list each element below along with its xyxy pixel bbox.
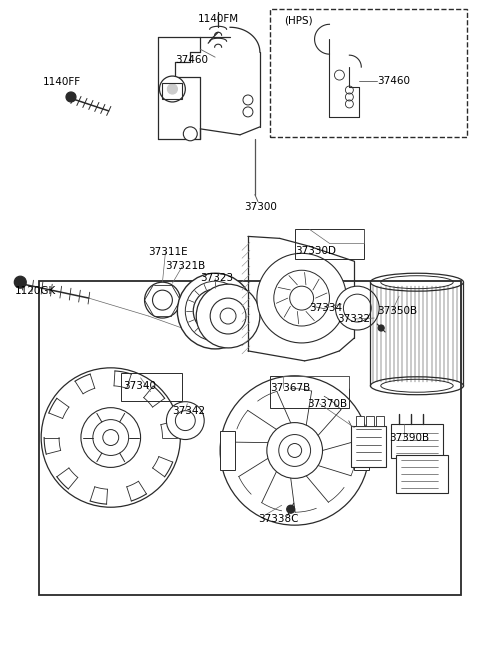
Circle shape [207, 303, 223, 319]
Circle shape [336, 286, 379, 330]
Circle shape [343, 294, 371, 322]
Text: 37321B: 37321B [166, 261, 206, 272]
Circle shape [288, 443, 301, 457]
Circle shape [193, 289, 237, 333]
Circle shape [175, 411, 195, 430]
Circle shape [290, 286, 313, 310]
Ellipse shape [381, 276, 453, 289]
Circle shape [279, 434, 311, 466]
Bar [295, 230, 364, 259]
Text: 37370B: 37370B [308, 399, 348, 409]
Text: 37367B: 37367B [270, 382, 310, 393]
Circle shape [378, 325, 384, 331]
Bar [120, 373, 182, 401]
Text: (HPS): (HPS) [284, 15, 312, 26]
Circle shape [220, 308, 236, 324]
Circle shape [267, 422, 323, 478]
Circle shape [144, 282, 180, 318]
Circle shape [41, 368, 180, 507]
Circle shape [287, 505, 295, 513]
Circle shape [185, 281, 245, 341]
Circle shape [14, 276, 26, 288]
Text: 37300: 37300 [244, 201, 277, 211]
Circle shape [153, 290, 172, 310]
Text: 1140FF: 1140FF [43, 77, 81, 87]
Text: 37311E: 37311E [148, 247, 188, 257]
Circle shape [220, 376, 369, 525]
Text: 37390B: 37390B [389, 432, 429, 443]
Bar [354, 430, 369, 470]
Circle shape [196, 284, 260, 348]
Circle shape [167, 401, 204, 440]
Circle shape [159, 76, 185, 102]
Circle shape [183, 127, 197, 141]
Text: 1140FM: 1140FM [198, 14, 239, 24]
Text: 1120GK: 1120GK [15, 286, 57, 296]
Text: 37323: 37323 [200, 273, 233, 283]
Bar [270, 376, 349, 407]
Bar [39, 281, 461, 595]
Bar [356, 416, 364, 426]
Bar [396, 455, 448, 493]
Bar [376, 416, 384, 426]
Bar [162, 83, 182, 99]
Ellipse shape [371, 274, 464, 291]
Text: 37334: 37334 [310, 303, 343, 313]
Text: 37330D: 37330D [295, 246, 336, 256]
Ellipse shape [371, 377, 464, 395]
Circle shape [81, 407, 141, 468]
Text: 37332: 37332 [337, 314, 371, 324]
Bar [270, 9, 467, 137]
Bar [351, 426, 386, 468]
Circle shape [66, 92, 76, 102]
Bar [366, 416, 374, 426]
Bar [220, 430, 235, 470]
Text: 37338C: 37338C [258, 514, 299, 524]
Circle shape [168, 84, 178, 94]
Circle shape [210, 298, 246, 334]
Text: 37342: 37342 [172, 405, 205, 416]
Circle shape [93, 420, 129, 455]
Bar [391, 424, 443, 459]
Text: 37460: 37460 [175, 55, 208, 65]
Text: 37460: 37460 [377, 76, 410, 86]
Circle shape [274, 270, 329, 326]
Text: 37350B: 37350B [377, 306, 417, 316]
Circle shape [178, 274, 253, 349]
Circle shape [103, 430, 119, 445]
Ellipse shape [381, 379, 453, 392]
Circle shape [257, 253, 347, 343]
Text: 37340: 37340 [123, 380, 156, 391]
